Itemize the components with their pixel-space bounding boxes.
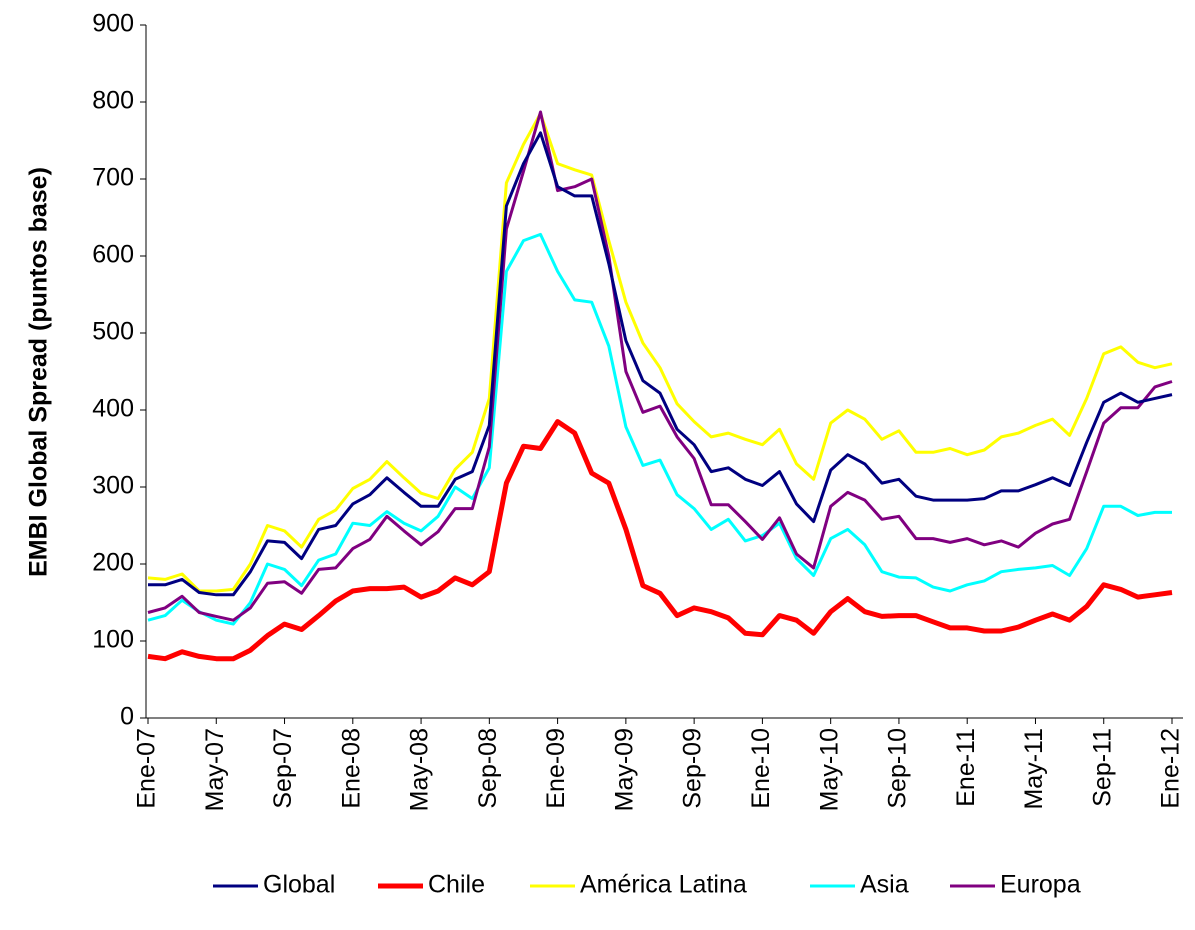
- x-tick-label: Sep-07: [269, 728, 297, 809]
- x-tick-label: May-08: [406, 728, 434, 811]
- y-tick-label: 0: [120, 703, 134, 731]
- y-tick-label: 100: [92, 626, 134, 654]
- x-tick-label: Ene-09: [542, 728, 570, 809]
- series-line: [148, 131, 1173, 597]
- y-tick-label: 900: [92, 10, 134, 38]
- series-line: [147, 110, 1173, 622]
- x-tick-label: Sep-08: [474, 728, 502, 809]
- legend-label: Asia: [860, 871, 909, 899]
- series-line: [147, 232, 1172, 626]
- x-tick-label: May-07: [201, 728, 229, 811]
- y-tick-label: 700: [92, 164, 134, 192]
- legend-label: Chile: [428, 871, 485, 899]
- x-tick-label: Ene-11: [952, 728, 980, 807]
- x-tick-label: Sep-11: [1088, 728, 1116, 807]
- x-tick-label: Sep-09: [679, 728, 707, 809]
- x-tick-label: May-10: [815, 728, 843, 811]
- x-tick-label: Ene-12: [1157, 728, 1185, 809]
- x-tick-label: Sep-10: [884, 728, 912, 809]
- series-line: [147, 419, 1173, 662]
- y-axis-title: EMBI Global Spread (puntos base): [25, 167, 53, 577]
- y-tick-label: 800: [92, 87, 134, 115]
- y-tick-label: 300: [92, 472, 134, 500]
- x-tick-label: Ene-08: [337, 728, 365, 809]
- x-tick-label: May-11: [1020, 728, 1048, 810]
- legend-label: América Latina: [580, 871, 747, 899]
- y-tick-label: 200: [92, 549, 134, 577]
- legend-label: Global: [263, 871, 335, 899]
- y-tick-label: 400: [92, 395, 134, 423]
- x-tick-label: May-09: [610, 728, 638, 811]
- x-tick-label: Ene-10: [747, 728, 775, 809]
- y-tick-label: 500: [92, 318, 134, 346]
- series-line: [147, 112, 1173, 593]
- legend-label: Europa: [1000, 871, 1081, 899]
- x-tick-label: Ene-07: [133, 728, 161, 809]
- y-tick-label: 600: [92, 241, 134, 269]
